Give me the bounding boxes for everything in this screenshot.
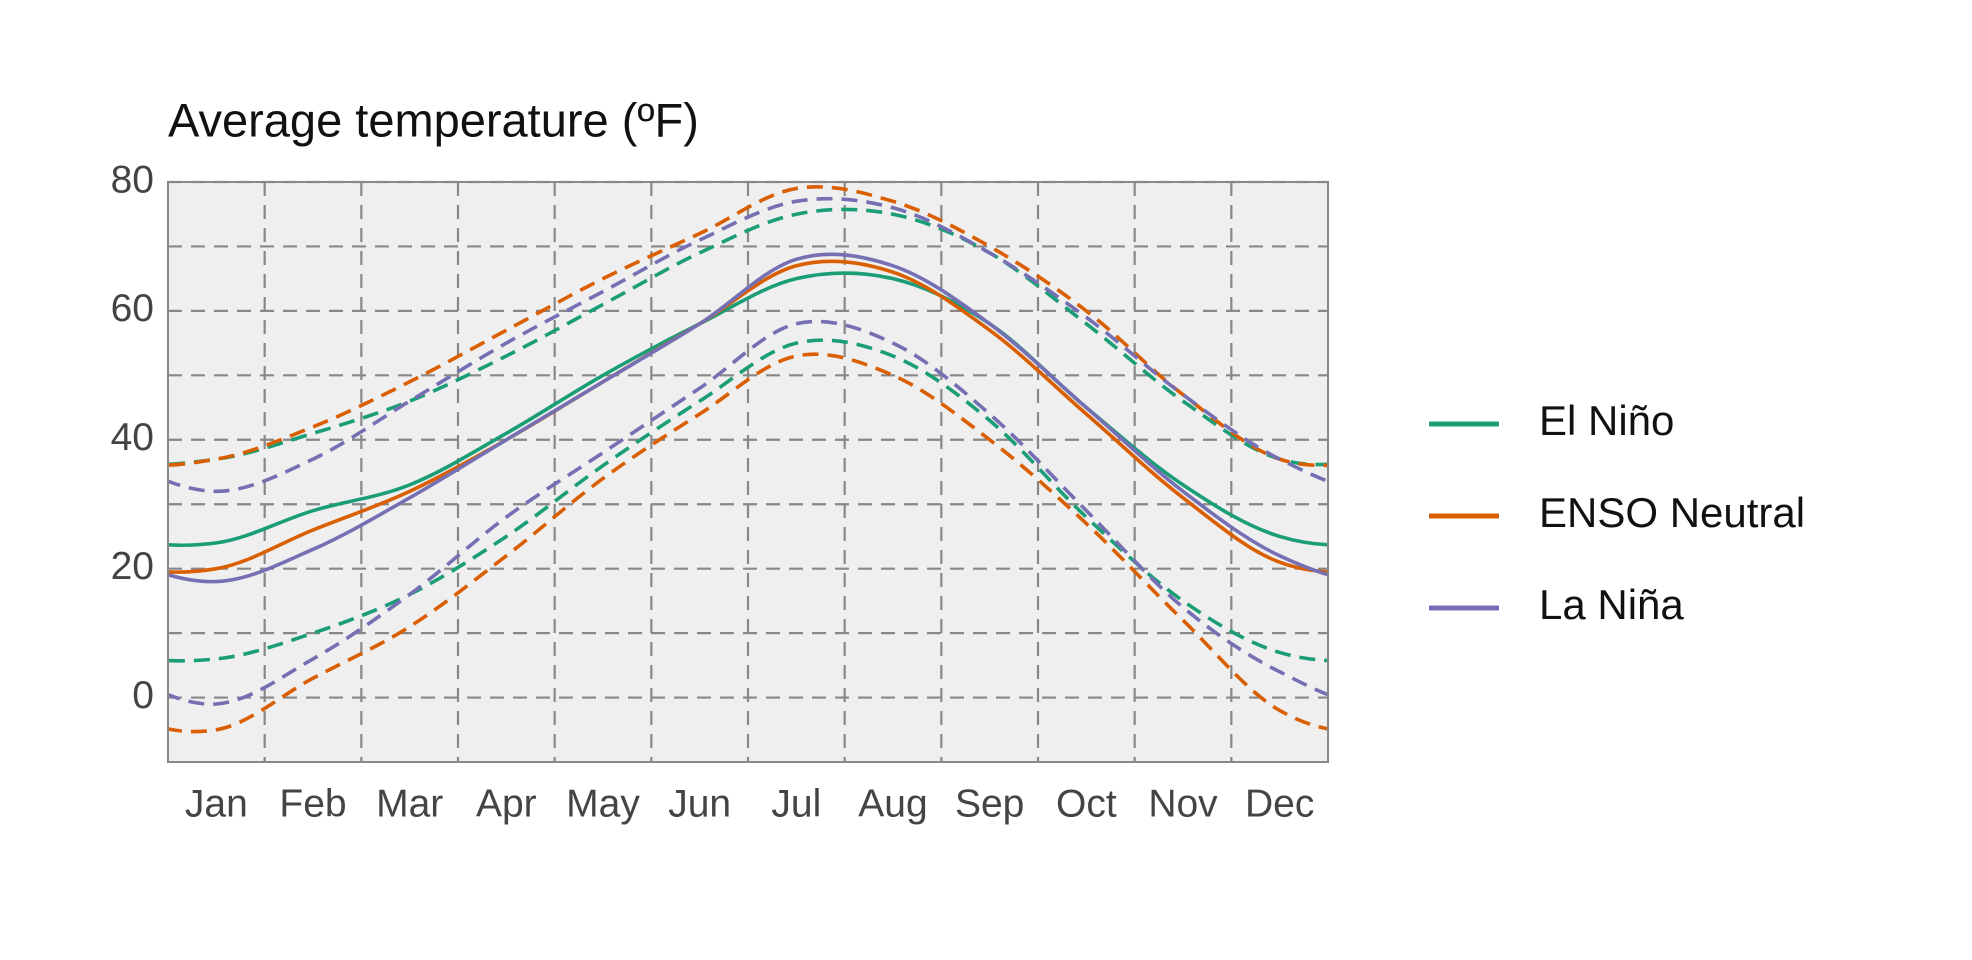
legend-label: El Niño [1539, 397, 1674, 444]
x-tick-label: Mar [376, 782, 443, 825]
series-band-line [168, 184, 1328, 468]
series-band-line [168, 207, 1328, 467]
series-line [168, 259, 1328, 574]
series-band-line [168, 319, 1328, 706]
y-tick-label: 0 [132, 674, 154, 717]
x-tick-label: Aug [858, 782, 927, 825]
series-line [168, 252, 1328, 584]
y-tick-label: 80 [111, 158, 154, 201]
y-tick-label: 60 [111, 287, 154, 330]
plot-border [167, 181, 1329, 763]
x-tick-label: Sep [955, 782, 1024, 825]
x-tick-label: Nov [1148, 782, 1218, 825]
series-line [168, 271, 1328, 548]
legend-label: La Niña [1539, 581, 1684, 628]
x-tick-label: Jun [668, 782, 731, 825]
series-band-line [168, 196, 1328, 494]
series-band-line [168, 352, 1328, 734]
y-tick-label: 20 [111, 545, 154, 588]
x-tick-label: Jul [771, 782, 821, 825]
x-tick-label: May [566, 782, 640, 825]
chart-title: Average temperature (ºF) [168, 93, 699, 146]
x-tick-label: Apr [476, 782, 537, 825]
x-tick-label: Jan [185, 782, 248, 825]
x-tick-label: Dec [1245, 782, 1314, 825]
y-tick-label: 40 [111, 416, 154, 459]
legend-label: ENSO Neutral [1539, 489, 1805, 536]
x-tick-label: Oct [1056, 782, 1117, 825]
x-tick-label: Feb [279, 782, 346, 825]
